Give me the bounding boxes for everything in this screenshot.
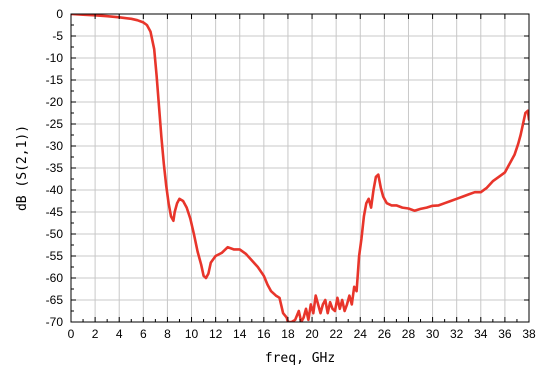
y-tick-label: -20 (46, 95, 64, 109)
y-tick-label: 0 (56, 7, 63, 21)
y-tick-label: -65 (46, 293, 64, 307)
x-tick-label: 32 (450, 327, 464, 341)
x-tick-label: 0 (68, 327, 75, 341)
y-tick-label: -60 (46, 271, 64, 285)
x-axis-title: freq, GHz (265, 351, 335, 366)
x-tick-labels: 0 2 4 6 8 10 12 14 16 18 20 22 24 26 28 30 32 34 36 38 (68, 327, 536, 341)
y-tick-label: -35 (46, 161, 64, 175)
y-tick-label: -10 (46, 51, 64, 65)
x-tick-label: 36 (498, 327, 512, 341)
y-tick-labels: 0 -5 -10 -15 -20 -25 -30 -35 -40 -45 -50 -55 -60 -65 -… (46, 7, 64, 329)
x-tick-label: 10 (185, 327, 199, 341)
series-line (71, 14, 529, 322)
y-axis-title: dB (S(2,1)) (15, 125, 30, 211)
x-tick-label: 22 (329, 327, 343, 341)
x-tick-label: 38 (522, 327, 536, 341)
x-tick-label: 14 (233, 327, 247, 341)
x-tick-label: 18 (281, 327, 295, 341)
y-tick-label: -30 (46, 139, 64, 153)
axis-ticks (70, 13, 530, 323)
x-tick-label: 30 (426, 327, 440, 341)
x-tick-label: 20 (305, 327, 319, 341)
y-tick-label: -5 (52, 29, 63, 43)
y-tick-label: -55 (46, 249, 64, 263)
y-tick-label: -25 (46, 117, 64, 131)
x-tick-label: 2 (92, 327, 99, 341)
y-tick-label: -70 (46, 315, 64, 329)
x-tick-label: 6 (140, 327, 147, 341)
x-tick-label: 4 (116, 327, 123, 341)
x-tick-label: 28 (402, 327, 416, 341)
x-tick-label: 8 (164, 327, 171, 341)
x-tick-label: 26 (378, 327, 392, 341)
x-tick-label: 34 (474, 327, 488, 341)
x-tick-label: 24 (354, 327, 368, 341)
y-tick-label: -40 (46, 183, 64, 197)
y-tick-label: -45 (46, 205, 64, 219)
y-tick-label: -50 (46, 227, 64, 241)
x-tick-label: 12 (209, 327, 223, 341)
grid-lines (71, 14, 529, 322)
y-tick-label: -15 (46, 73, 64, 87)
x-tick-label: 16 (257, 327, 271, 341)
